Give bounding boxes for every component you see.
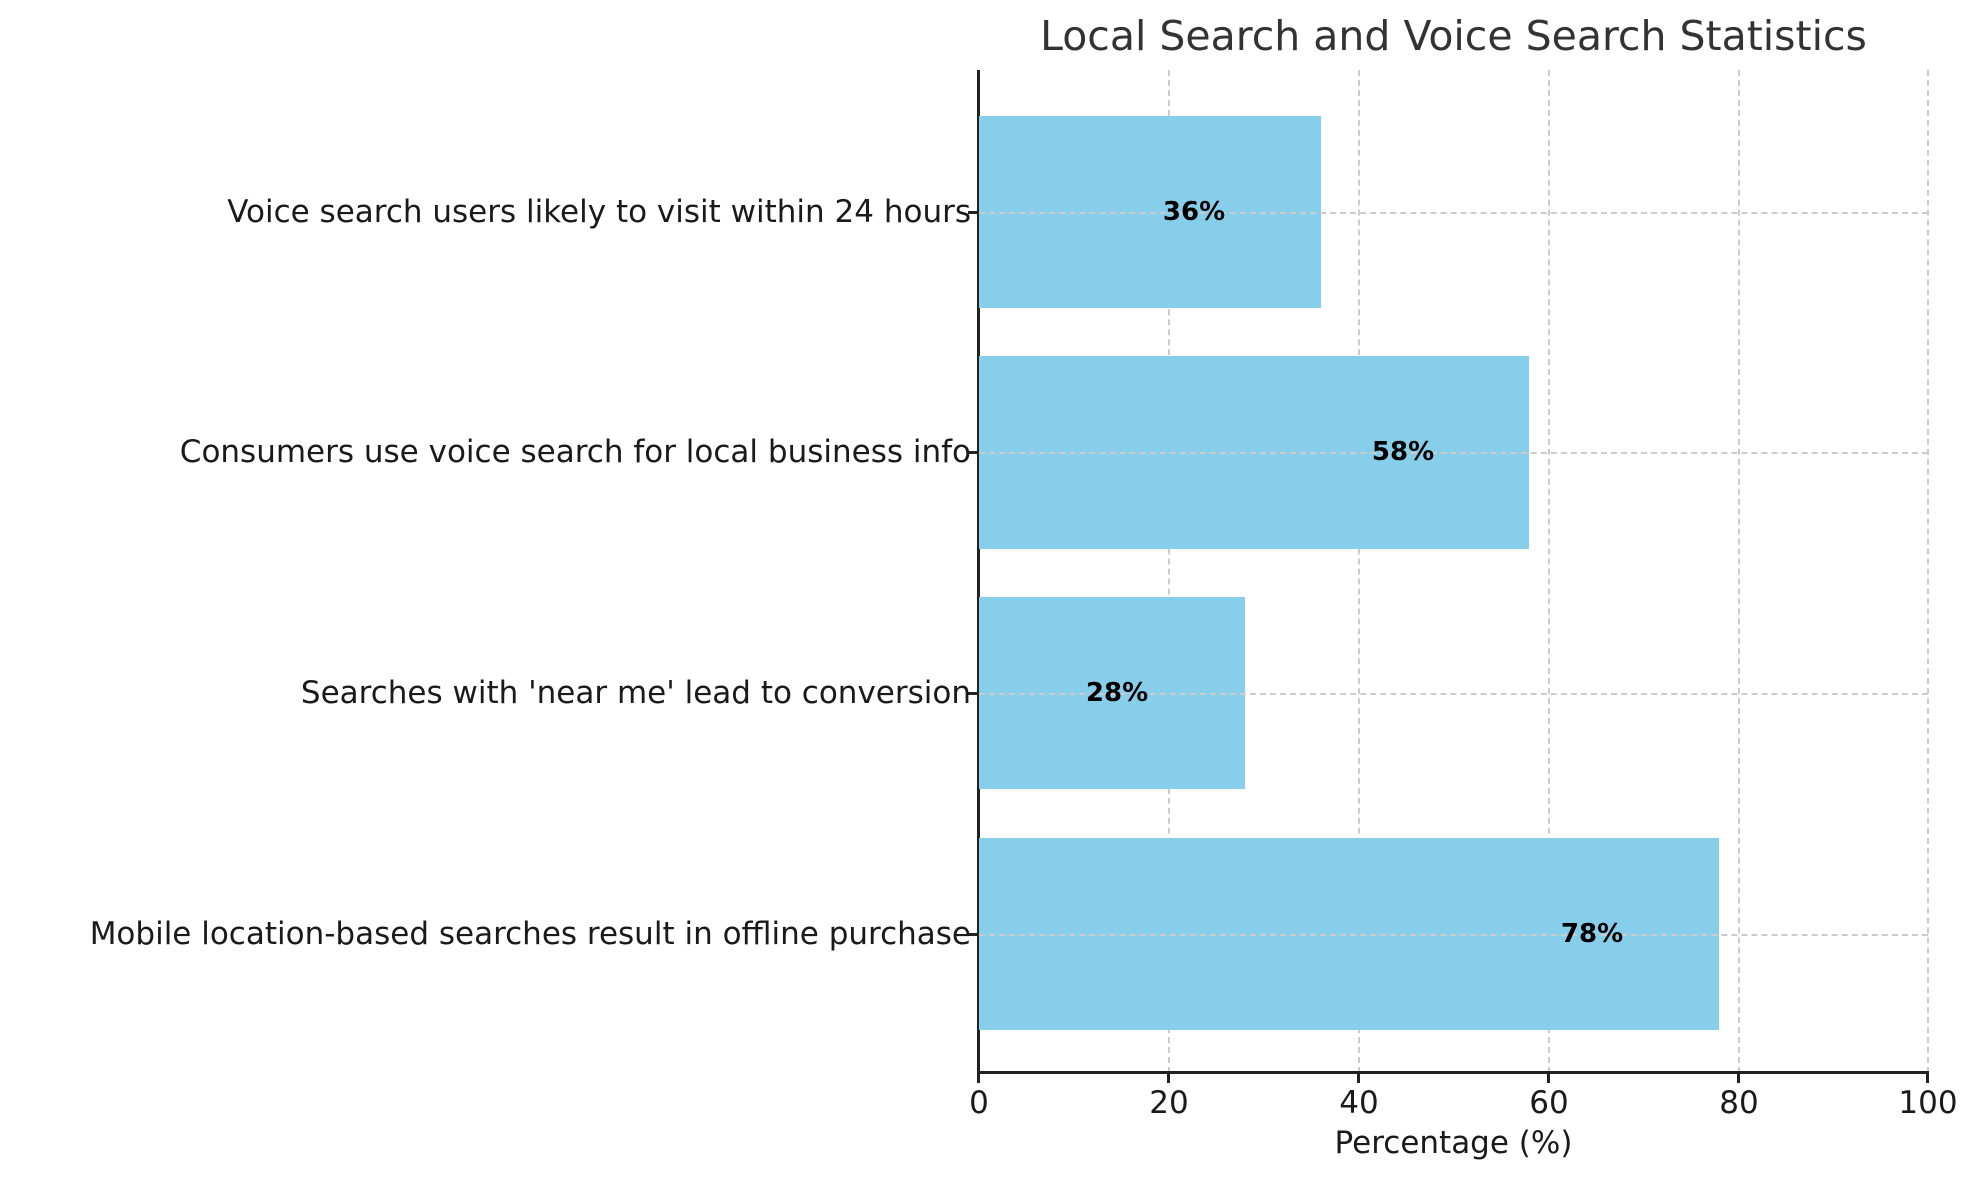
- gridline-y-1: [979, 452, 1928, 454]
- gridline-y-3: [979, 934, 1928, 936]
- x-tick: [1737, 1073, 1740, 1083]
- gridline-x-60: [1548, 70, 1550, 1073]
- gridline-x-20: [1168, 70, 1170, 1073]
- x-tick-label: 80: [1719, 1085, 1759, 1121]
- bar-value-label: 58%: [1371, 437, 1435, 467]
- y-tick-label: Consumers use voice search for local bus…: [179, 434, 971, 470]
- y-tick: [968, 933, 978, 936]
- x-tick-label: 0: [969, 1085, 989, 1121]
- y-tick: [968, 692, 978, 695]
- chart-title: Local Search and Voice Search Statistics: [1040, 12, 1867, 60]
- gridline-x-40: [1358, 70, 1360, 1073]
- bar-value-label: 78%: [1560, 919, 1624, 949]
- x-tick-label: 100: [1898, 1085, 1958, 1121]
- x-tick: [977, 1073, 980, 1083]
- gridline-y-0: [979, 212, 1928, 214]
- x-axis-title: Percentage (%): [1334, 1125, 1573, 1161]
- gridline-x-100: [1927, 70, 1929, 1073]
- x-tick-label: 20: [1149, 1085, 1189, 1121]
- y-tick: [968, 451, 978, 454]
- gridline-x-80: [1738, 70, 1740, 1073]
- x-axis-line: [977, 1071, 1929, 1074]
- x-tick: [1547, 1073, 1550, 1083]
- y-axis-line: [977, 70, 980, 1074]
- plot-area: 36% 58% 28% 78%: [979, 70, 1929, 1073]
- y-tick-label: Searches with 'near me' lead to conversi…: [300, 675, 971, 711]
- gridline-y-2: [979, 693, 1928, 695]
- y-tick-label: Mobile location-based searches result in…: [89, 916, 971, 952]
- x-tick: [1167, 1073, 1170, 1083]
- x-tick-label: 60: [1529, 1085, 1569, 1121]
- x-tick: [1357, 1073, 1360, 1083]
- y-tick-label: Voice search users likely to visit withi…: [227, 194, 971, 230]
- bar-value-label: 28%: [1085, 678, 1149, 708]
- y-tick: [968, 211, 978, 214]
- bar-value-label: 36%: [1162, 197, 1226, 227]
- x-tick-label: 40: [1339, 1085, 1379, 1121]
- x-tick: [1926, 1073, 1929, 1083]
